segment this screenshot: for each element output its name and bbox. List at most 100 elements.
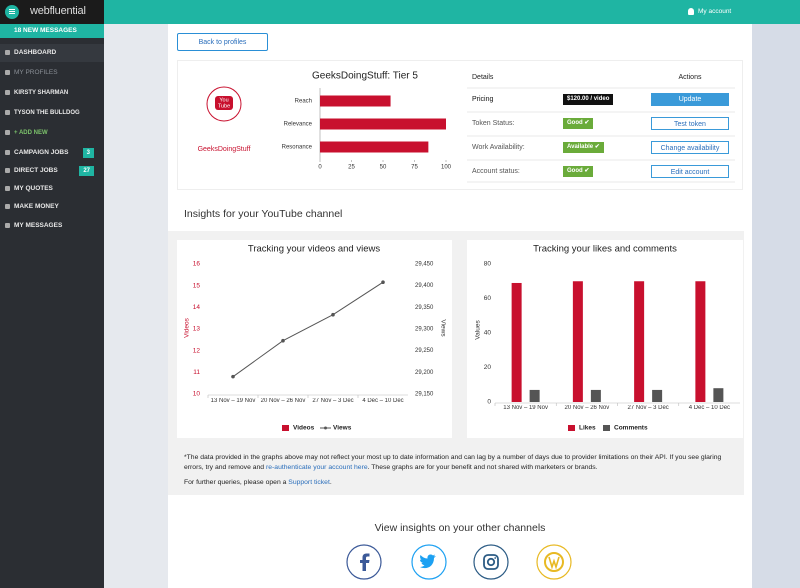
y-tick-label: 10 (193, 391, 201, 398)
x-tick-label-box: 4 Dec – 10 Dec (362, 398, 403, 404)
profile-name: GeeksDoingStuff (198, 146, 251, 153)
x-tick-label: 100 (441, 165, 452, 171)
x-tick-label-box: 27 Nov – 3 Dec (627, 405, 669, 411)
y2-tick-label: 29,350 (415, 305, 434, 311)
x-tick-label: 27 Nov – 3 Dec (312, 398, 354, 404)
logo: webfluential (30, 5, 86, 17)
x-tick-label: 75 (411, 165, 418, 171)
nav-item[interactable]: KIRSTY SHARMAN (0, 84, 104, 102)
point (231, 374, 235, 379)
bar (511, 282, 522, 402)
y-axis-label: Values (475, 320, 482, 340)
action-button[interactable]: Update (651, 92, 729, 106)
nav-item[interactable]: MY PROFILES (0, 64, 104, 82)
back-button[interactable]: Back to profiles (177, 33, 268, 51)
youtube-icon (215, 96, 233, 110)
section-title: Insights for your YouTube channel (184, 208, 342, 220)
y-tick-label: 20 (484, 364, 492, 371)
menu-button[interactable] (5, 5, 19, 19)
table-header: Actions (679, 74, 702, 81)
x-tick-label: 0 (318, 165, 322, 171)
logo-bar: webfluential (0, 0, 104, 24)
facebook-icon[interactable] (346, 544, 382, 580)
nav-badge: 3 (82, 148, 94, 158)
bar (529, 389, 540, 402)
x-tick-label: 20 Nov – 26 Nov (260, 398, 306, 404)
bar (634, 281, 645, 402)
account-menu[interactable]: My account (698, 8, 732, 15)
table-header: Details (472, 74, 494, 81)
note-link[interactable]: re-authenticate your account here (265, 464, 368, 471)
y-tick-label: 13 (193, 326, 201, 333)
youtube-icon-text: You (219, 97, 228, 103)
youtube-icon-text: Tube (218, 103, 230, 109)
line (232, 281, 384, 378)
y-tick-label: 16 (193, 261, 201, 268)
row-label: Account status: (472, 168, 520, 175)
y2-tick-label: 29,300 (415, 327, 434, 333)
bar (652, 389, 663, 402)
nav-item[interactable]: MY MESSAGES (0, 217, 104, 235)
chart-box (177, 240, 452, 438)
x-tick-label: 50 (380, 165, 387, 171)
note-text: For further queries, please open a (184, 479, 289, 486)
legend-swatch (603, 425, 610, 431)
wordpress-icon[interactable] (536, 544, 572, 580)
status-badge: $120.00 / video (563, 93, 614, 105)
note-text: . (329, 479, 332, 486)
x-tick-label-box: 4 Dec – 10 Dec (688, 405, 731, 411)
nav-item[interactable]: DIRECT JOBS 27 (0, 162, 104, 180)
action-button[interactable]: Change availability (651, 140, 729, 154)
y2-tick-label: 29,450 (415, 262, 434, 268)
x-tick-label: 4 Dec – 10 Dec (688, 405, 731, 411)
legend-swatch (282, 425, 289, 431)
nav-item[interactable]: + ADD NEW (0, 124, 104, 142)
nav-badge: 27 (79, 166, 94, 176)
legend-label: Likes (579, 425, 596, 432)
legend-label: Comments (614, 425, 648, 432)
details-table (467, 67, 735, 183)
note-paragraph: *The data provided in the graphs above m… (184, 453, 736, 473)
nav-item[interactable]: CAMPAIGN JOBS 3 (0, 144, 104, 162)
status-badge: Good (563, 117, 594, 129)
bar (320, 95, 391, 107)
y2-tick-label: 29,400 (415, 283, 434, 289)
bar (572, 281, 583, 402)
y-axis-label: Videos (184, 317, 191, 338)
nav-item[interactable]: MAKE MONEY (0, 198, 104, 216)
nav-item[interactable]: DASHBOARD (0, 44, 104, 62)
action-button[interactable]: Test token (651, 116, 729, 130)
legend-swatch (324, 426, 327, 430)
status-badge: Available (563, 141, 604, 153)
action-button[interactable]: Edit account (651, 164, 729, 178)
nav-item[interactable]: TYSON THE BULLDOG (0, 104, 104, 122)
instagram-icon[interactable] (473, 544, 509, 580)
chart-title: Tracking your videos and views (248, 244, 380, 255)
y-tick-label: 40 (484, 330, 492, 337)
x-tick-label-box: 20 Nov – 26 Nov (565, 405, 610, 411)
y-tick-label: Reach (295, 99, 312, 105)
profile-card (177, 60, 743, 190)
user-icon (688, 8, 694, 15)
x-tick-label-box: 13 Nov – 19 Nov (503, 405, 548, 411)
note-text: *The data provided in the graphs above m… (184, 454, 722, 471)
chart-title: Tracking your likes and comments (533, 244, 677, 255)
x-tick-label-box: 13 Nov – 19 Nov (211, 398, 256, 404)
y2-tick-label: 29,150 (415, 392, 434, 398)
bar (320, 141, 429, 153)
note-link[interactable]: Support ticket (288, 479, 330, 486)
twitter-icon[interactable] (411, 544, 447, 580)
point (381, 280, 385, 285)
y-tick-label: 15 (193, 282, 201, 289)
y-tick-label: 60 (484, 295, 492, 302)
new-messages[interactable]: 18 NEW MESSAGES (0, 24, 104, 38)
row-label: Work Availability: (472, 144, 525, 151)
nav-item[interactable]: MY QUOTES (0, 180, 104, 198)
y-tick-label: 11 (193, 369, 200, 376)
status-badge: Good (563, 165, 594, 177)
y-tick-label: 12 (193, 347, 201, 354)
x-tick-label: 27 Nov – 3 Dec (627, 405, 669, 411)
notes: *The data provided in the graphs above m… (184, 453, 736, 493)
